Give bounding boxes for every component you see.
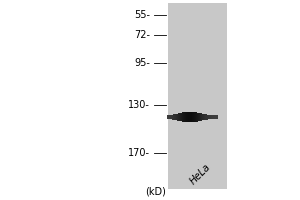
Text: 170-: 170-	[128, 148, 150, 158]
Text: 55-: 55-	[134, 10, 150, 20]
Text: 130-: 130-	[128, 100, 150, 110]
Text: (kD): (kD)	[146, 187, 166, 197]
Bar	[168, 3, 226, 189]
Text: 72-: 72-	[134, 30, 150, 40]
Text: 95-: 95-	[134, 58, 150, 68]
Text: HeLa: HeLa	[189, 162, 213, 187]
